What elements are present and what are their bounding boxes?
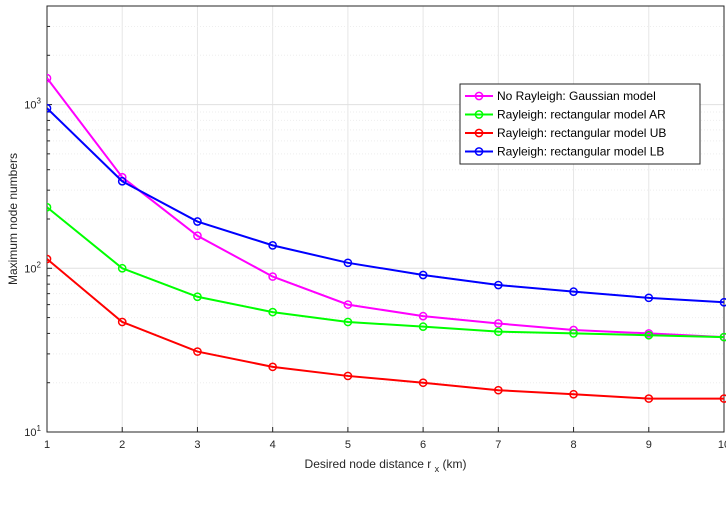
data-point (193, 217, 202, 226)
series-group (47, 73, 726, 403)
data-point (47, 254, 52, 264)
data-point (418, 322, 428, 332)
data-point (418, 378, 428, 388)
data-point (268, 307, 278, 317)
series-line (47, 258, 724, 400)
data-point (117, 263, 127, 273)
data-point (193, 292, 202, 302)
legend-swatch-marker (474, 128, 484, 138)
x-tick-label: 4 (270, 439, 276, 451)
series-line (47, 107, 725, 304)
legend-item: Rayleigh: rectangular model AR (465, 108, 666, 122)
y-tick-label: 103 (24, 97, 41, 112)
series-2 (47, 202, 726, 342)
legend-label: No Rayleigh: Gaussian model (497, 89, 656, 103)
legend: No Rayleigh: Gaussian model Rayleigh: rec… (459, 83, 701, 165)
data-point (47, 103, 52, 113)
legend-item: Rayleigh: rectangular model UB (465, 126, 666, 140)
legend-swatch-marker (474, 91, 484, 101)
data-point (193, 347, 202, 356)
y-axis-title: Maximum node numbers (6, 153, 20, 285)
series-3 (47, 254, 726, 403)
x-tick-label: 6 (420, 439, 426, 451)
y-tick-label: 101 (24, 424, 41, 439)
legend-swatch-marker (474, 147, 484, 156)
data-point (644, 394, 654, 403)
series-4 (47, 103, 726, 307)
x-axis: 1 2 3 4 5 6 7 8 9 10 (44, 427, 726, 451)
legend-label: Rayleigh: rectangular model UB (497, 126, 666, 140)
legend-label: Rayleigh: rectangular model AR (497, 108, 666, 122)
x-axis-title: Desired node distance r x (km) (305, 457, 467, 474)
data-point (343, 371, 353, 381)
data-point (268, 272, 278, 281)
data-point (117, 176, 127, 186)
data-point (193, 231, 202, 241)
x-tick-label: 9 (646, 439, 652, 451)
data-point (719, 394, 726, 403)
data-point (418, 270, 428, 280)
legend-item: No Rayleigh: Gaussian model (465, 89, 656, 103)
x-tick-label: 5 (345, 439, 351, 451)
y-tick-label: 102 (24, 260, 41, 275)
x-tick-label: 10 (718, 439, 726, 451)
data-point (117, 317, 127, 327)
data-point (569, 389, 578, 399)
data-point (343, 258, 353, 268)
legend-label: Rayleigh: rectangular model LB (497, 145, 664, 159)
series-line (47, 77, 725, 339)
data-point (569, 287, 578, 296)
data-point (719, 297, 726, 307)
data-point (569, 329, 578, 338)
x-tick-label: 1 (44, 439, 50, 451)
data-point (719, 332, 726, 342)
x-tick-label: 2 (119, 439, 125, 451)
legend-swatch-marker (474, 110, 484, 119)
data-point (493, 319, 503, 328)
data-point (493, 280, 503, 290)
data-point (343, 300, 353, 309)
data-point (418, 311, 428, 321)
data-point (268, 241, 278, 250)
x-tick-label: 8 (570, 439, 576, 451)
x-tick-label: 7 (495, 439, 501, 451)
data-point (47, 202, 52, 212)
data-point (493, 385, 503, 395)
data-point (493, 327, 503, 337)
y-axis: 101 102 103 (24, 5, 52, 439)
x-tick-label: 3 (194, 439, 200, 451)
data-point (47, 73, 52, 83)
plot-area (47, 6, 724, 432)
data-point (644, 330, 654, 340)
legend-item: Rayleigh: rectangular model LB (465, 145, 664, 159)
legend-box (459, 83, 701, 165)
data-point (343, 317, 353, 327)
data-point (268, 362, 278, 372)
data-point (644, 293, 654, 303)
series-line (47, 206, 725, 339)
